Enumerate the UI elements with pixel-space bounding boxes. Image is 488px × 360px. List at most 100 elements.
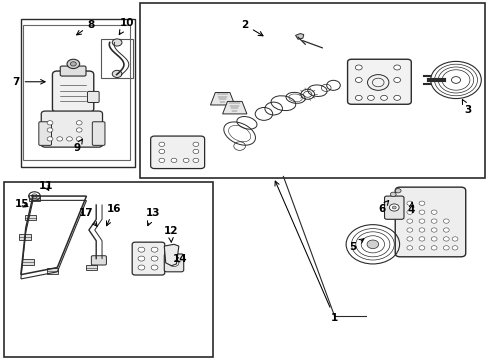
Circle shape (393, 95, 400, 100)
Text: 13: 13 (145, 208, 160, 226)
Circle shape (418, 201, 424, 205)
Circle shape (159, 158, 164, 162)
Bar (23, 24, 130, 160)
Polygon shape (295, 33, 303, 39)
Bar (29, 195, 40, 201)
Circle shape (367, 95, 373, 100)
Circle shape (76, 128, 82, 132)
Circle shape (393, 65, 400, 70)
Circle shape (151, 247, 158, 252)
Polygon shape (222, 102, 246, 114)
Circle shape (430, 246, 436, 250)
Circle shape (171, 158, 177, 162)
Circle shape (451, 246, 457, 250)
Circle shape (443, 246, 448, 250)
Circle shape (183, 158, 189, 162)
Circle shape (418, 246, 424, 250)
Circle shape (138, 256, 144, 261)
Circle shape (418, 219, 424, 223)
Text: 6: 6 (377, 201, 388, 213)
Text: 5: 5 (348, 239, 363, 252)
Circle shape (406, 201, 412, 205)
Bar (21, 19, 135, 167)
Circle shape (443, 219, 448, 223)
Circle shape (430, 228, 436, 232)
Text: 9: 9 (73, 139, 82, 153)
Text: 8: 8 (77, 19, 95, 35)
Circle shape (76, 121, 82, 125)
Circle shape (430, 219, 436, 223)
Circle shape (391, 206, 395, 209)
FancyBboxPatch shape (91, 256, 106, 265)
Bar (46, 268, 58, 274)
Circle shape (151, 256, 158, 261)
FancyBboxPatch shape (52, 71, 94, 112)
Text: 11: 11 (39, 181, 53, 192)
Circle shape (159, 149, 164, 154)
Text: 15: 15 (15, 199, 29, 209)
Bar (4, 182, 212, 357)
FancyBboxPatch shape (60, 66, 86, 76)
Circle shape (406, 210, 412, 214)
Circle shape (66, 137, 72, 141)
FancyBboxPatch shape (39, 122, 51, 145)
FancyBboxPatch shape (384, 196, 403, 219)
Text: 4: 4 (407, 202, 414, 215)
Circle shape (380, 95, 386, 100)
Bar (85, 265, 97, 270)
FancyBboxPatch shape (41, 111, 102, 147)
FancyBboxPatch shape (87, 91, 99, 103)
Circle shape (67, 59, 80, 68)
Circle shape (70, 62, 76, 66)
Circle shape (112, 70, 122, 77)
Circle shape (418, 210, 424, 214)
Circle shape (430, 237, 436, 241)
Polygon shape (210, 93, 234, 105)
FancyBboxPatch shape (347, 59, 410, 104)
Circle shape (406, 228, 412, 232)
Circle shape (193, 142, 199, 147)
Polygon shape (164, 244, 179, 266)
Text: 1: 1 (274, 181, 337, 323)
Circle shape (47, 121, 53, 125)
FancyBboxPatch shape (150, 136, 204, 168)
Circle shape (388, 204, 398, 211)
Circle shape (406, 219, 412, 223)
Circle shape (389, 192, 395, 197)
Circle shape (159, 142, 164, 147)
Circle shape (151, 265, 158, 270)
Circle shape (355, 77, 362, 82)
Text: 7: 7 (12, 77, 45, 87)
Circle shape (355, 95, 362, 100)
Circle shape (138, 247, 144, 252)
Circle shape (193, 158, 199, 162)
Text: 17: 17 (79, 208, 97, 226)
Circle shape (366, 240, 378, 249)
Text: 16: 16 (106, 204, 121, 226)
Circle shape (193, 149, 199, 154)
Circle shape (451, 237, 457, 241)
Circle shape (443, 237, 448, 241)
Text: 2: 2 (241, 19, 263, 36)
Circle shape (394, 189, 400, 193)
Circle shape (47, 128, 53, 132)
Bar (140, 3, 484, 178)
Bar (101, 39, 132, 78)
Text: 3: 3 (462, 99, 471, 115)
Bar (22, 259, 34, 265)
Circle shape (112, 39, 122, 46)
Circle shape (47, 137, 53, 141)
FancyBboxPatch shape (164, 254, 183, 272)
Circle shape (418, 228, 424, 232)
FancyBboxPatch shape (92, 122, 105, 145)
Bar (19, 234, 30, 240)
Circle shape (406, 246, 412, 250)
Circle shape (406, 237, 412, 241)
Circle shape (57, 137, 62, 141)
Text: 10: 10 (119, 18, 134, 35)
Circle shape (138, 265, 144, 270)
Circle shape (76, 137, 82, 141)
Bar (25, 215, 36, 220)
Text: 14: 14 (173, 254, 187, 264)
Circle shape (430, 210, 436, 214)
